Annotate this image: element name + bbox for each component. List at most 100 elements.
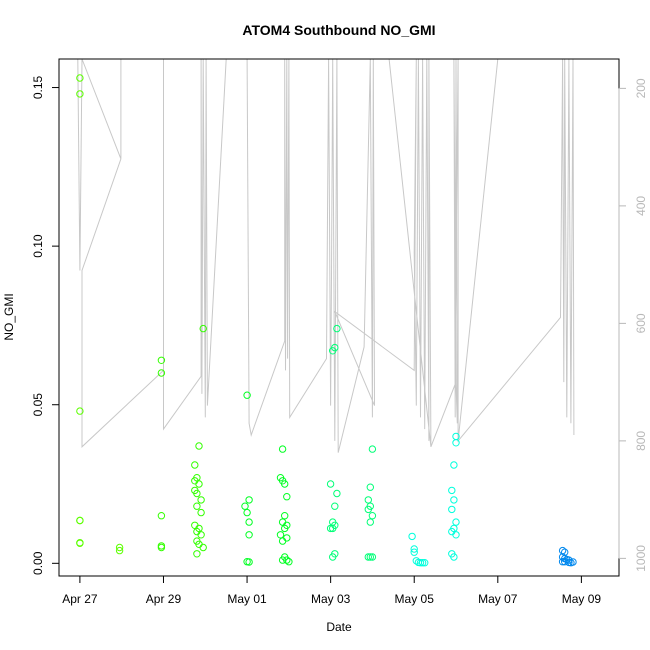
data-point	[157, 369, 166, 377]
plot-frame	[58, 58, 620, 577]
data-point	[569, 558, 577, 566]
data-point	[333, 324, 341, 333]
data-point	[326, 524, 335, 533]
x-tick-label: May 01	[227, 592, 267, 606]
data-point	[366, 483, 374, 491]
x-tick-label: May 09	[562, 592, 602, 606]
data-points	[76, 74, 577, 567]
x-tick-label: Apr 29	[146, 592, 182, 606]
data-point	[157, 512, 166, 520]
data-point	[281, 512, 289, 520]
y2-tick-label: 200	[634, 78, 648, 98]
data-point	[193, 502, 201, 510]
data-point	[278, 556, 287, 564]
data-point	[452, 531, 460, 539]
data-point	[329, 524, 337, 533]
data-point	[245, 518, 253, 526]
data-point	[76, 74, 84, 82]
data-point	[450, 553, 458, 561]
y2-tick-label: 600	[634, 313, 648, 333]
data-point	[191, 461, 199, 469]
x-tick-label: May 05	[395, 592, 435, 606]
y2-tick-label: 1000	[634, 545, 648, 572]
data-point	[193, 550, 201, 558]
data-point	[243, 391, 251, 399]
data-point	[197, 508, 205, 517]
data-point	[285, 558, 293, 566]
data-point	[241, 502, 249, 510]
data-point	[452, 518, 460, 526]
y-tick-label: 0.10	[31, 234, 45, 258]
data-point	[195, 442, 203, 450]
data-point	[558, 546, 567, 555]
data-point	[283, 556, 291, 564]
y2-tick-label: 800	[634, 431, 648, 451]
data-point	[115, 546, 124, 555]
data-point	[329, 553, 337, 561]
data-point	[245, 531, 253, 539]
data-point	[368, 553, 377, 561]
data-point	[199, 324, 207, 333]
pressure-line	[77, 58, 575, 453]
data-point	[76, 90, 84, 98]
data-point	[558, 553, 567, 561]
x-tick-label: May 07	[478, 592, 518, 606]
pressure-trace	[77, 58, 575, 453]
data-point	[276, 531, 285, 539]
data-point	[450, 461, 458, 469]
x-axis-label: Date	[326, 620, 352, 634]
y2-axis: 200 400 600 800 1000	[618, 78, 648, 572]
data-point	[243, 508, 251, 517]
data-point	[245, 496, 253, 504]
y-tick-label: 0.00	[31, 551, 45, 575]
data-point	[408, 532, 416, 541]
data-point	[366, 518, 374, 526]
data-point	[278, 537, 287, 545]
data-point	[326, 480, 335, 488]
data-point	[76, 516, 84, 525]
data-point	[410, 548, 418, 556]
data-point	[410, 545, 418, 553]
data-point	[366, 553, 374, 561]
data-point	[195, 480, 203, 488]
data-point	[283, 534, 291, 542]
data-point	[283, 493, 291, 501]
data-point	[364, 553, 372, 561]
data-point	[448, 486, 456, 495]
data-point	[333, 489, 341, 498]
data-point	[364, 505, 372, 514]
data-point	[278, 518, 287, 526]
data-point	[199, 543, 207, 552]
data-point	[368, 445, 377, 453]
data-point	[416, 559, 425, 567]
data-point	[76, 539, 84, 547]
data-point	[76, 407, 84, 415]
y-tick-label: 0.15	[31, 75, 45, 99]
data-point	[115, 543, 124, 552]
data-point	[331, 502, 339, 510]
y-axis: 0.00 0.05 0.10 0.15	[31, 75, 59, 575]
data-point	[364, 496, 372, 504]
data-point	[197, 496, 205, 504]
data-point	[281, 524, 289, 533]
y-axis-label: NO_GMI	[2, 293, 16, 340]
data-point	[278, 477, 287, 485]
data-point	[193, 489, 201, 498]
x-tick-label: May 03	[311, 592, 351, 606]
x-axis: Apr 27 Apr 29 May 01 May 03 May 05 May 07 May …	[62, 576, 601, 606]
data-point	[450, 496, 458, 504]
data-point	[418, 559, 427, 567]
data-point	[157, 356, 166, 364]
data-point	[448, 505, 456, 514]
data-point	[278, 445, 287, 453]
data-point	[157, 543, 166, 552]
chart-title: ATOM4 Southbound NO_GMI	[242, 22, 435, 38]
y-tick-label: 0.05	[31, 393, 45, 417]
data-point	[368, 512, 377, 520]
data-point	[329, 347, 337, 355]
x-tick-label: Apr 27	[62, 592, 98, 606]
data-point	[421, 559, 429, 567]
data-point	[245, 558, 253, 566]
y2-tick-label: 400	[634, 196, 648, 216]
